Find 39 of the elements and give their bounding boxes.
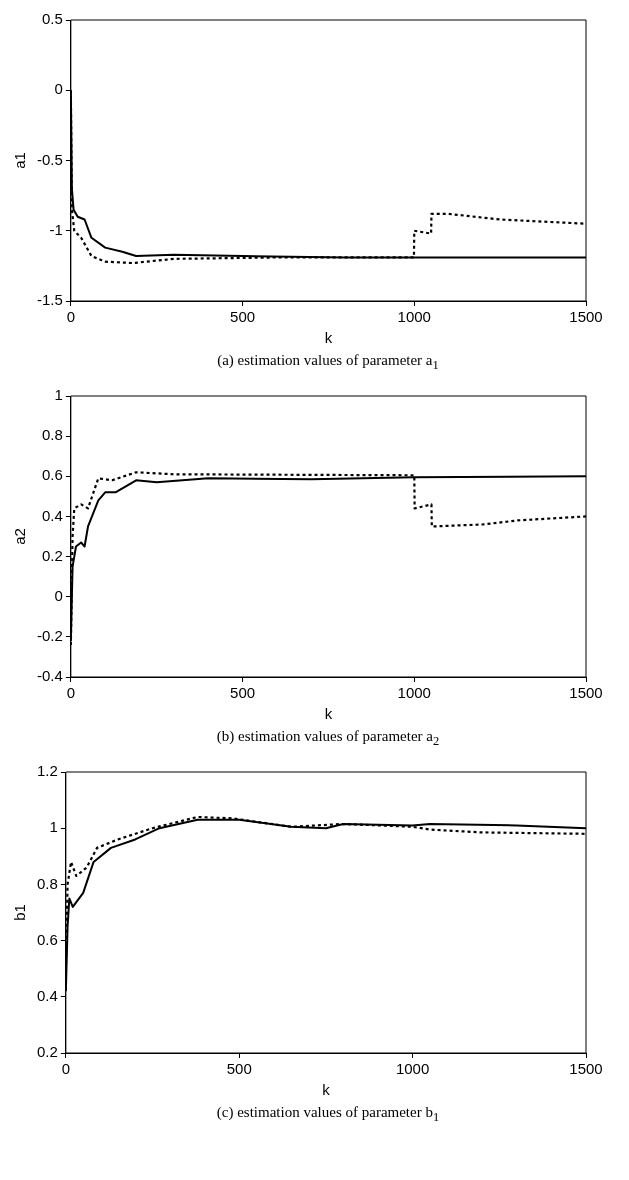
x-tick-label: 0 bbox=[66, 308, 76, 326]
y-tick-label: 0.2 bbox=[36, 1043, 58, 1061]
x-tick-label: 500 bbox=[230, 308, 256, 326]
y-tick-label: -0.5 bbox=[36, 150, 63, 168]
y-tick-label: 0.6 bbox=[41, 466, 63, 484]
y-tick-label: 0.8 bbox=[41, 426, 63, 444]
y-tick-label: -1 bbox=[49, 220, 63, 238]
x-axis-title: k bbox=[322, 1081, 331, 1099]
y-tick-label: 1 bbox=[49, 818, 58, 836]
y-tick-label: 0.5 bbox=[41, 10, 63, 28]
y-tick-label: 0.6 bbox=[36, 930, 58, 948]
y-tick-label: -1.5 bbox=[36, 291, 63, 309]
y-tick-label: 0.4 bbox=[41, 506, 63, 524]
y-tick-label: 0.8 bbox=[36, 874, 58, 892]
y-axis-title: a2 bbox=[11, 528, 29, 545]
x-tick-label: 500 bbox=[230, 684, 256, 702]
x-tick-label: 1000 bbox=[397, 308, 431, 326]
text: (a) estimation values of parameter a$_{1}$ bbox=[216, 351, 440, 374]
x-tick-label: 1000 bbox=[395, 1060, 430, 1078]
x-tick-label: 500 bbox=[226, 1060, 252, 1078]
y-axis-title: a1 bbox=[11, 152, 29, 169]
x-tick-label: 1500 bbox=[569, 308, 603, 326]
x-tick-label: 0 bbox=[66, 684, 76, 702]
y-tick-label: 1 bbox=[54, 386, 63, 404]
x-tick-label: 1500 bbox=[569, 1060, 603, 1078]
y-tick-label: -0.2 bbox=[36, 627, 63, 644]
y-tick-label: 1.2 bbox=[36, 762, 58, 780]
x-axis-title: k bbox=[324, 329, 333, 347]
y-tick-label: 0.4 bbox=[36, 986, 58, 1004]
text: (b) estimation values of parameter a$_{2}$ bbox=[215, 727, 441, 750]
y-tick-label: 0 bbox=[54, 80, 63, 98]
x-tick-label: 1000 bbox=[397, 684, 431, 702]
y-axis-title: b1 bbox=[11, 904, 29, 921]
x-tick-label: 1500 bbox=[569, 684, 603, 702]
text: (c) estimation values of parameter b$_{1}$ bbox=[215, 1103, 441, 1126]
y-tick-label: 0 bbox=[54, 586, 63, 604]
y-tick-label: -0.4 bbox=[36, 667, 63, 685]
x-axis-title: k bbox=[324, 705, 333, 723]
y-tick-label: 0.2 bbox=[41, 546, 63, 564]
